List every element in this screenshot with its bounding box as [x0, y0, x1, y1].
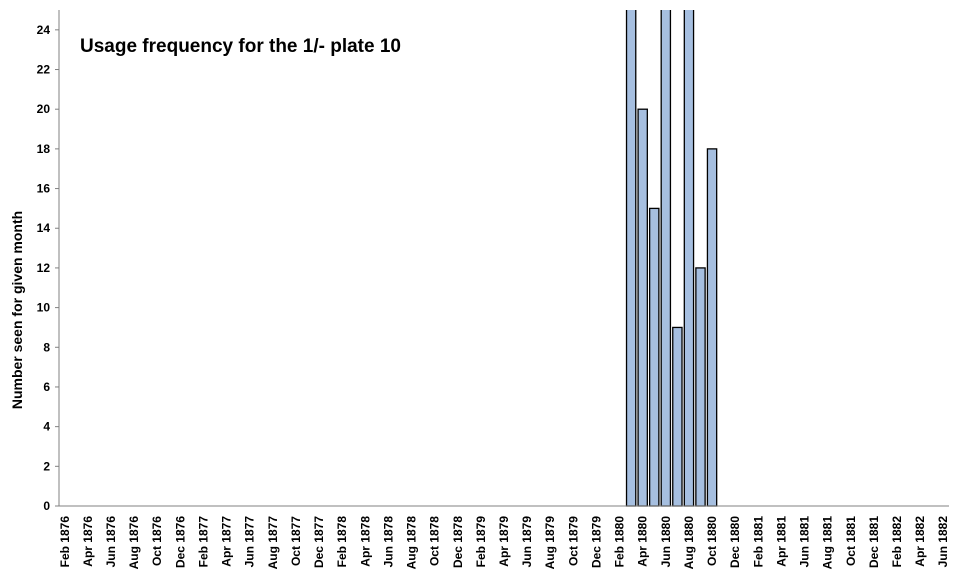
x-tick-label: Dec 1878 [451, 516, 465, 568]
x-tick-label: Apr 1880 [636, 516, 650, 567]
x-tick-label: Oct 1880 [705, 516, 719, 566]
bars [625, 10, 718, 507]
x-tick-label: Apr 1878 [358, 516, 372, 567]
x-tick-label: Dec 1877 [312, 516, 326, 568]
y-tick-label: 10 [37, 301, 51, 315]
x-tick-label: Oct 1877 [289, 516, 303, 566]
x-tick-label: Jun 1880 [659, 516, 673, 568]
x-tick-label: Apr 1876 [81, 516, 95, 567]
x-tick-label: Aug 1877 [266, 516, 280, 570]
x-tick-label: Oct 1878 [428, 516, 442, 566]
x-tick-label: Dec 1879 [589, 516, 603, 568]
x-tick-label: Aug 1878 [405, 516, 419, 570]
y-tick-label: 24 [37, 23, 51, 37]
x-tick-label: Feb 1878 [335, 516, 349, 568]
x-tick-label: Feb 1879 [474, 516, 488, 568]
y-tick-label: 20 [37, 102, 51, 116]
x-tick-label: Apr 1882 [913, 516, 927, 567]
bar [672, 326, 683, 507]
x-tick-label: Jun 1877 [243, 516, 257, 568]
x-tick-label: Jun 1882 [936, 516, 950, 568]
chart-title: Usage frequency for the 1/- plate 10 [80, 36, 401, 57]
bar [706, 148, 718, 507]
y-tick-label: 18 [37, 142, 51, 156]
x-tick-label: Jun 1876 [104, 516, 118, 568]
y-tick-label: 22 [37, 63, 51, 77]
x-tick-label: Dec 1876 [173, 516, 187, 568]
bar [683, 10, 695, 507]
x-tick-label: Jun 1878 [381, 516, 395, 568]
x-tick-label: Feb 1877 [196, 516, 210, 568]
x-tick-label: Feb 1880 [613, 516, 627, 568]
y-tick-label: 8 [43, 340, 50, 354]
x-tick-label: Feb 1876 [58, 516, 72, 568]
x-tick-label: Apr 1877 [220, 516, 234, 567]
y-tick-label: 16 [37, 182, 51, 196]
bar [660, 10, 672, 507]
x-tick-label: Oct 1879 [566, 516, 580, 566]
y-tick-label: 2 [43, 459, 50, 473]
y-tick-label: 6 [43, 380, 50, 394]
y-tick-label: 0 [43, 499, 50, 513]
bar [648, 207, 660, 507]
x-tick-label: Dec 1880 [728, 516, 742, 568]
x-tick-label: Apr 1879 [497, 516, 511, 567]
x-tick-label: Aug 1880 [682, 516, 696, 570]
bar [637, 108, 648, 507]
x-tick-label: Oct 1881 [844, 516, 858, 566]
y-tick-label: 14 [37, 221, 51, 235]
x-tick-label: Aug 1876 [127, 516, 141, 570]
x-tick-label: Aug 1881 [821, 516, 835, 570]
x-tick-label: Apr 1881 [774, 516, 788, 567]
x-tick-label: Oct 1876 [150, 516, 164, 566]
x-tick-label: Feb 1881 [751, 516, 765, 568]
bar [625, 10, 637, 507]
y-axis-label: Number seen for given month [9, 211, 25, 409]
x-tick-label: Dec 1881 [867, 516, 881, 568]
x-tick-label: Jun 1879 [520, 516, 534, 568]
y-tick-label: 4 [43, 420, 50, 434]
x-tick-label: Aug 1879 [543, 516, 557, 570]
x-tick-label: Jun 1881 [798, 516, 812, 568]
x-tick-label: Feb 1882 [890, 516, 904, 568]
bar [695, 267, 706, 507]
y-tick-label: 12 [37, 261, 51, 275]
